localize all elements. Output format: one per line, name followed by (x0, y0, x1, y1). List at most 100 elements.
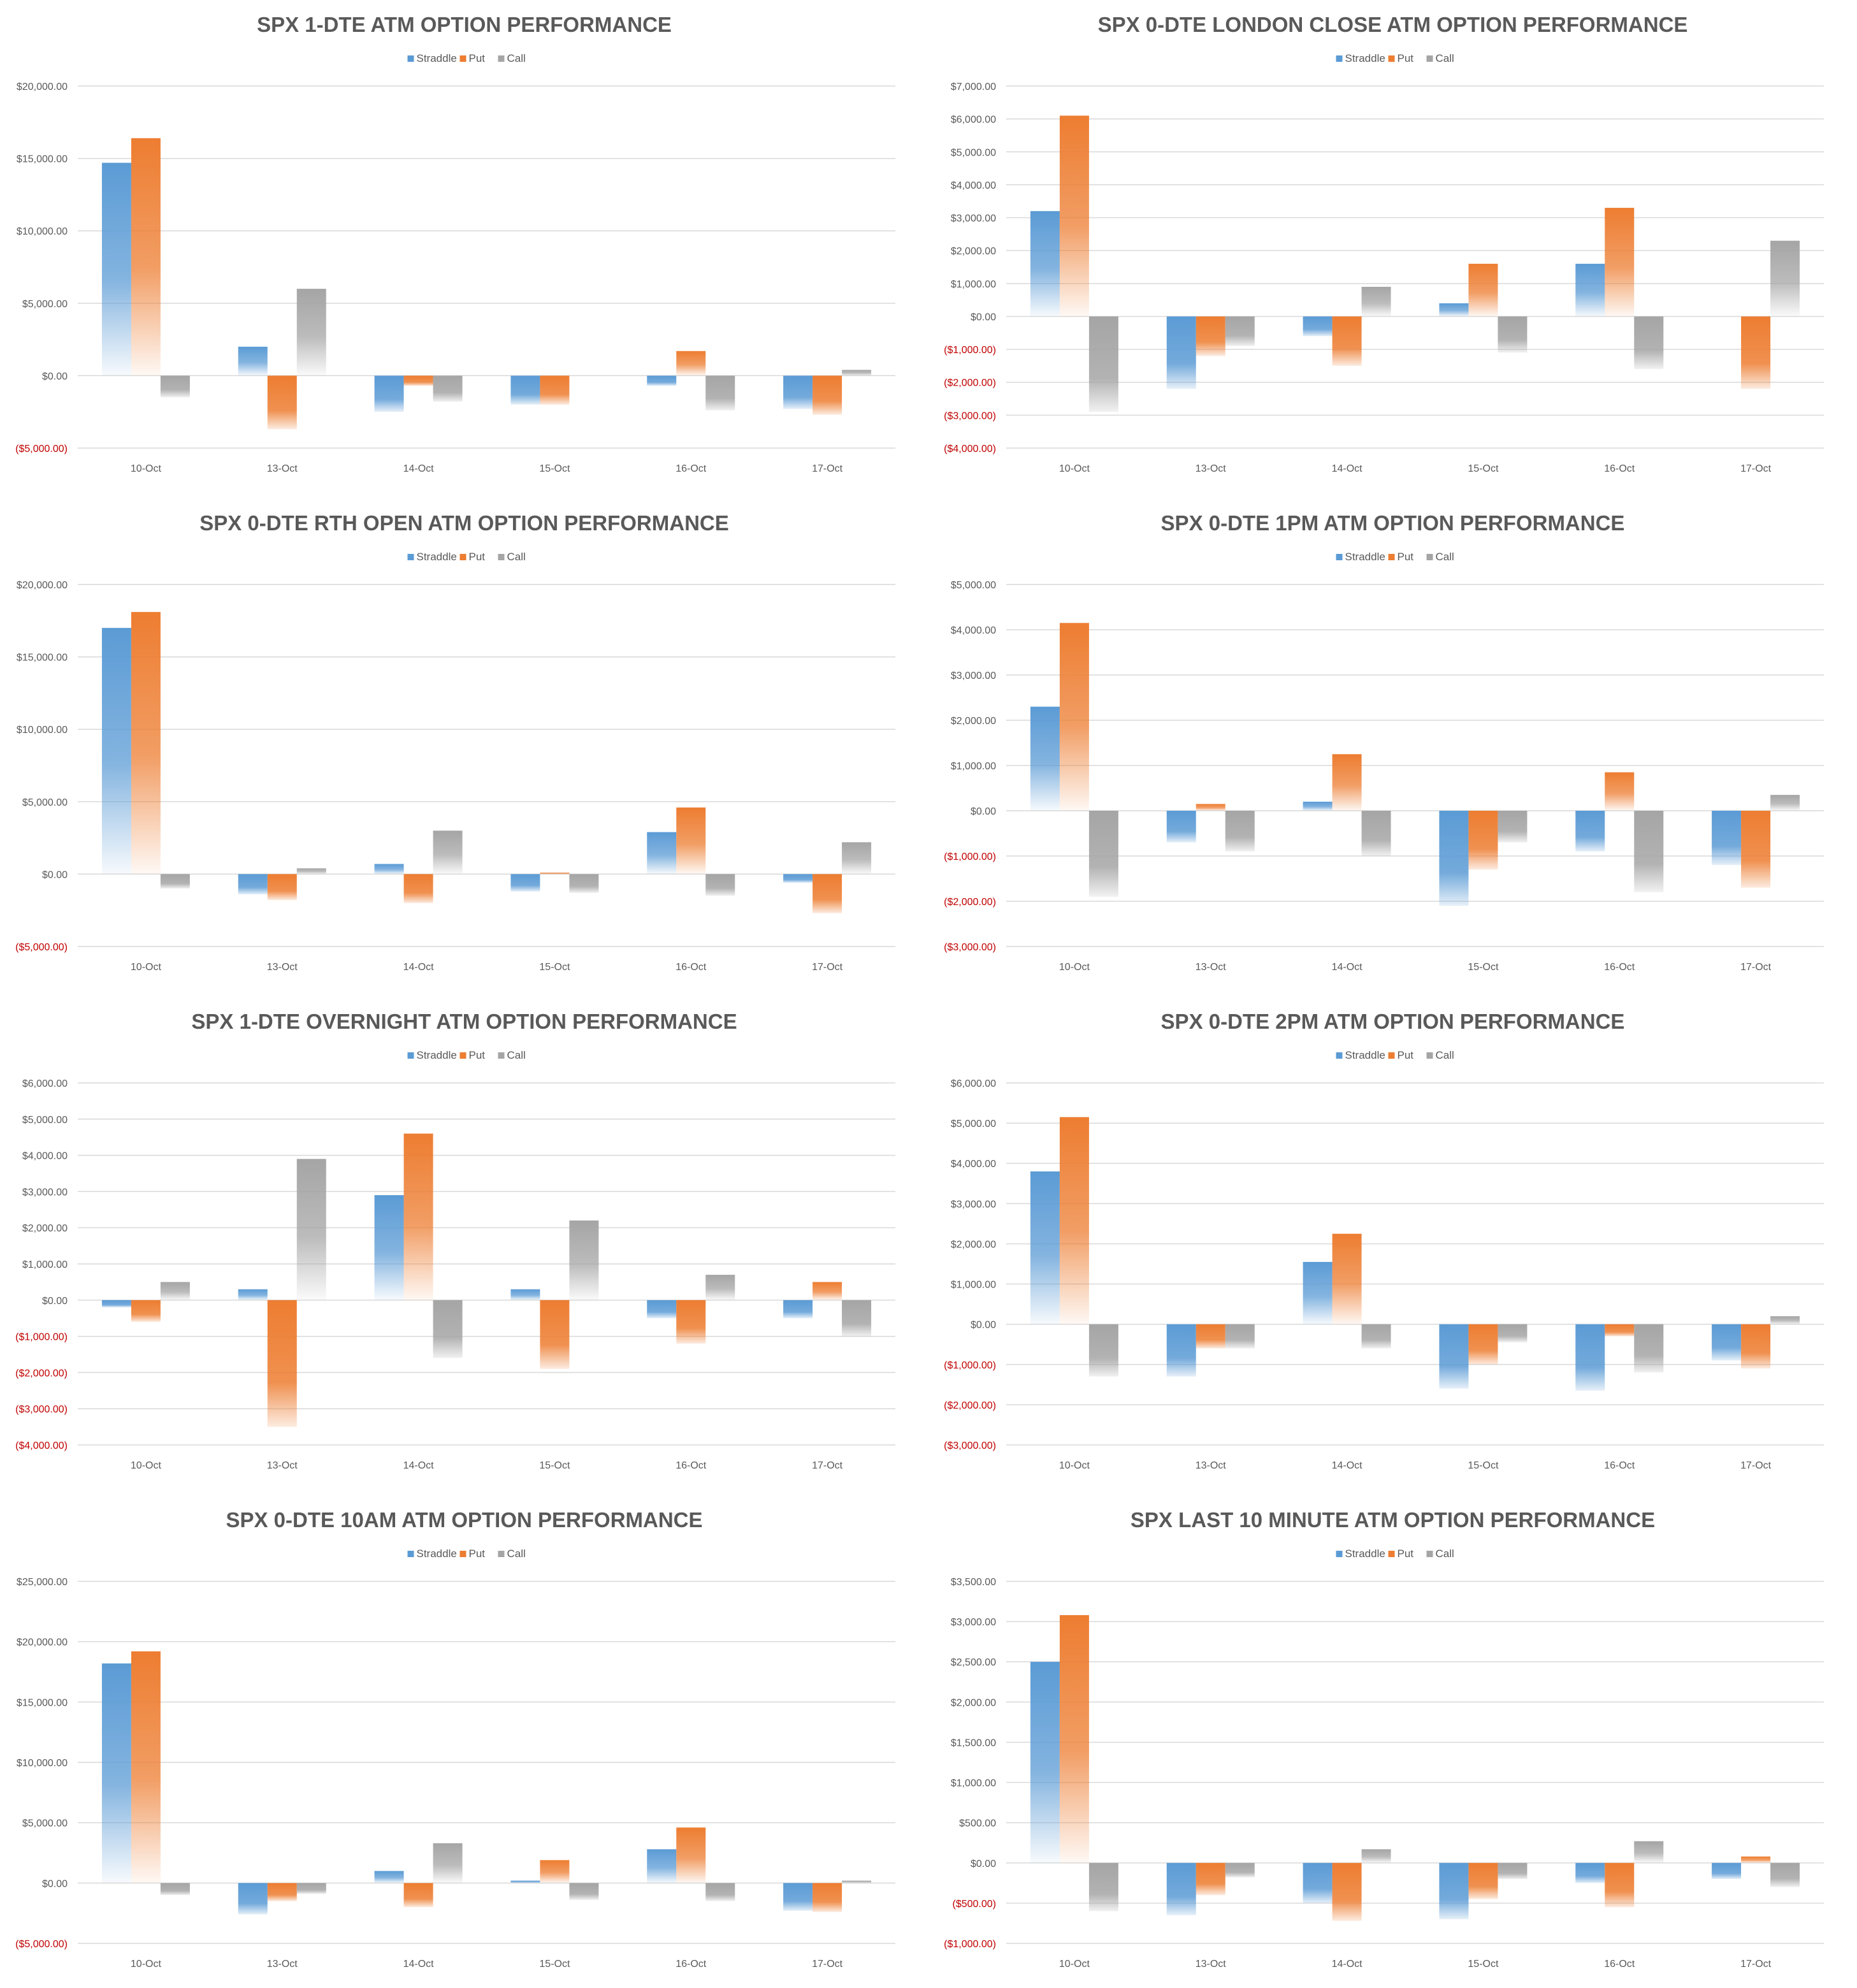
x-tick-label: 13-Oct (267, 1959, 298, 1970)
y-tick-label: $0.00 (42, 371, 68, 382)
bar-put-17-oct (813, 874, 842, 913)
bar-straddle-15-oct (1439, 1324, 1469, 1389)
bar-straddle-15-oct (510, 1880, 540, 1883)
legend-label-call: Call (1436, 551, 1454, 563)
x-tick-label: 16-Oct (676, 1959, 707, 1970)
bar-straddle-10-oct (1030, 211, 1060, 317)
legend-label-put: Put (1398, 1548, 1414, 1560)
y-tick-label: $4,000.00 (951, 625, 996, 636)
bar-call-16-oct (1634, 1324, 1664, 1373)
bar-call-13-oct (1225, 811, 1255, 852)
bar-put-13-oct (267, 375, 297, 430)
bar-straddle-14-oct (1303, 801, 1333, 811)
y-tick-label: $0.00 (42, 1878, 68, 1889)
legend: Straddle Put Call (1336, 1049, 1454, 1061)
bar-put-17-oct (1741, 1324, 1771, 1369)
legend: Straddle Put Call (1336, 52, 1454, 64)
y-tick-label: ($1,000.00) (944, 1360, 996, 1371)
bar-put-10-oct (131, 138, 161, 376)
legend-swatch-straddle (407, 1551, 414, 1557)
y-tick-label: $5,000.00 (22, 797, 68, 808)
bar-call-13-oct (296, 868, 326, 874)
bar-call-17-oct (842, 842, 872, 874)
x-tick-label: 17-Oct (812, 962, 843, 973)
bar-call-14-oct (433, 375, 463, 402)
bar-put-14-oct (1332, 754, 1362, 811)
x-tick-label: 16-Oct (1604, 1959, 1635, 1970)
legend-label-put: Put (469, 551, 486, 563)
y-tick-label: $1,000.00 (22, 1259, 68, 1270)
y-tick-label: $3,000.00 (951, 214, 996, 224)
legend-label-call: Call (507, 1548, 526, 1560)
bar-straddle-10-oct (1030, 1662, 1060, 1863)
y-tick-label: $15,000.00 (17, 154, 68, 165)
y-tick-label: ($5,000.00) (15, 942, 68, 953)
chart-svg: SPX LAST 10 MINUTE ATM OPTION PERFORMANC… (944, 1508, 1824, 1970)
y-tick-label: $0.00 (42, 1296, 68, 1307)
legend-swatch-straddle (1336, 55, 1343, 62)
x-tick-label: 13-Oct (1196, 1959, 1227, 1970)
bar-straddle-16-oct (1575, 1324, 1605, 1391)
bar-put-15-oct (540, 375, 570, 405)
bar-straddle-15-oct (510, 874, 540, 892)
bar-straddle-15-oct (1439, 1862, 1469, 1920)
chart-panel-2: SPX 0-DTE LONDON CLOSE ATM OPTION PERFOR… (928, 0, 1857, 493)
y-tick-label: $5,000.00 (951, 1119, 996, 1129)
bar-put-14-oct (403, 375, 433, 386)
bar-straddle-10-oct (1030, 706, 1060, 811)
x-tick-label: 16-Oct (676, 1460, 707, 1471)
bar-straddle-13-oct (238, 1883, 268, 1915)
y-tick-label: $0.00 (971, 1320, 996, 1331)
bar-put-15-oct (1468, 263, 1498, 317)
x-tick-label: 15-Oct (1468, 1460, 1499, 1471)
legend-label-call: Call (507, 1049, 526, 1061)
y-tick-label: $1,000.00 (951, 1778, 996, 1789)
x-tick-label: 14-Oct (1332, 1460, 1363, 1471)
y-tick-label: $3,000.00 (951, 1199, 996, 1210)
bar-straddle-16-oct (647, 1300, 677, 1319)
y-tick-label: ($3,000.00) (944, 410, 996, 421)
legend: Straddle Put Call (407, 1548, 526, 1560)
y-tick-label: $4,000.00 (951, 180, 996, 191)
bar-put-13-oct (267, 1883, 297, 1901)
x-tick-label: 15-Oct (539, 1460, 570, 1471)
legend-swatch-put (459, 55, 466, 62)
legend-label-straddle: Straddle (1345, 1049, 1385, 1061)
bar-put-16-oct (676, 807, 706, 874)
legend-label-straddle: Straddle (1345, 551, 1385, 563)
bar-call-16-oct (1634, 1841, 1664, 1863)
bar-call-15-oct (1498, 1862, 1528, 1880)
bar-straddle-10-oct (101, 1663, 131, 1883)
bar-put-16-oct (676, 1300, 706, 1344)
y-tick-label: $5,000.00 (951, 147, 996, 158)
bar-put-17-oct (1741, 316, 1771, 389)
legend-label-straddle: Straddle (417, 52, 457, 64)
bar-straddle-13-oct (1166, 316, 1196, 389)
y-tick-label: ($3,000.00) (944, 1440, 996, 1451)
bar-put-14-oct (403, 874, 433, 903)
y-tick-label: $1,000.00 (951, 761, 996, 772)
y-tick-label: $3,000.00 (22, 1187, 68, 1198)
bar-straddle-17-oct (783, 1883, 813, 1911)
bar-call-16-oct (705, 1883, 735, 1901)
bar-call-13-oct (1225, 316, 1255, 346)
bar-call-13-oct (1225, 1862, 1255, 1878)
bar-put-14-oct (1332, 316, 1362, 366)
x-tick-label: 17-Oct (812, 1959, 843, 1970)
x-tick-label: 16-Oct (1604, 1460, 1635, 1471)
bar-straddle-14-oct (374, 1871, 404, 1883)
legend-swatch-put (459, 1052, 466, 1059)
chart-panel-5: SPX 1-DTE OVERNIGHT ATM OPTION PERFORMAN… (0, 997, 928, 1490)
bar-put-14-oct (403, 1883, 433, 1908)
y-tick-label: $10,000.00 (17, 725, 68, 736)
bar-straddle-14-oct (374, 1195, 404, 1300)
y-tick-label: $3,000.00 (951, 1617, 996, 1628)
x-tick-label: 13-Oct (1196, 962, 1227, 973)
bar-call-15-oct (569, 1220, 599, 1300)
x-tick-label: 14-Oct (403, 1959, 435, 1970)
y-tick-label: $15,000.00 (17, 1697, 68, 1708)
y-tick-label: $5,000.00 (22, 1115, 68, 1126)
bar-straddle-16-oct (1575, 1862, 1605, 1883)
y-tick-label: $7,000.00 (951, 82, 996, 92)
legend-swatch-call (1426, 554, 1433, 560)
